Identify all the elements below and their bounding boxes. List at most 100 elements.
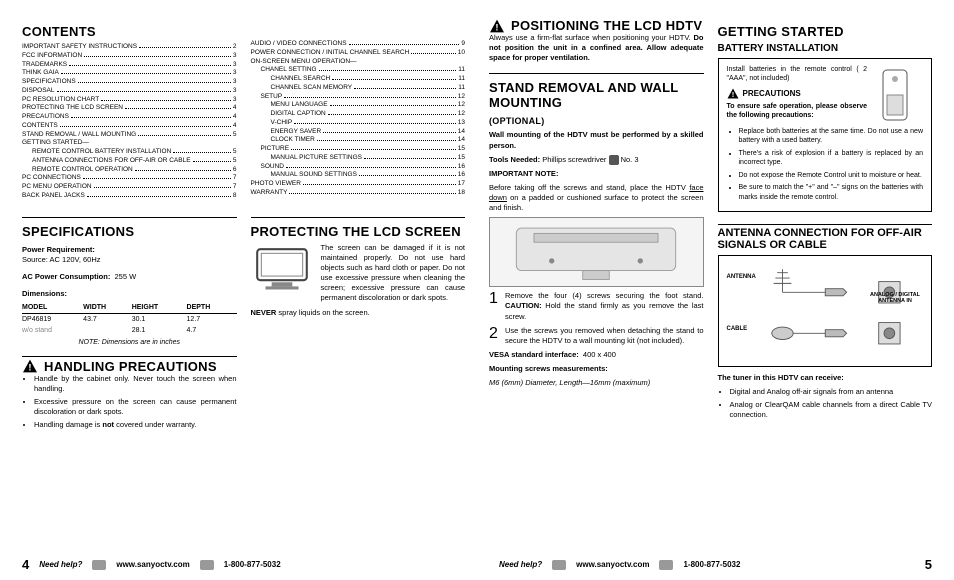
vesa-label: VESA standard interface:	[489, 350, 579, 359]
toc-line: Energy Saver14	[251, 128, 466, 137]
antenna-box: ANTENNA CABLE ANALOG / DIGITAL ANTENNA I…	[718, 255, 933, 367]
need-help-label: Need help?	[499, 560, 542, 569]
precautions-heading: PRECAUTIONS	[743, 89, 801, 98]
handling-heading: HANDLING PRECAUTIONS	[44, 359, 217, 374]
toc-line: V-Chip13	[251, 119, 466, 128]
page-4: CONTENTS IMPORTANT SAFETY INSTRUCTIONS2F…	[0, 0, 477, 580]
toc-line: POWER CONNECTION / INITIAL CHANNEL SEARC…	[251, 49, 466, 58]
toc-line: Antenna Connections for off-air or cable…	[22, 157, 237, 166]
toc-line: TRADEMARKS3	[22, 61, 237, 70]
page-number: 5	[925, 557, 932, 572]
tools-label: Tools Needed:	[489, 155, 540, 164]
tools-no: No. 3	[621, 155, 639, 164]
step: 2Use the screws you removed when detachi…	[489, 326, 704, 346]
list-item: Be sure to match the "+" and "–" signs o…	[739, 183, 924, 202]
mouse-icon	[92, 560, 106, 570]
stand-sub: Wall mounting of the HDTV must be perfor…	[489, 130, 704, 150]
toc-line: IMPORTANT SAFETY INSTRUCTIONS2	[22, 43, 237, 52]
list-item: Handle by the cabinet only. Never touch …	[34, 374, 237, 394]
toc-line: CONTENTS4	[22, 122, 237, 131]
toc-line: AUDIO / VIDEO CONNECTIONS9	[251, 40, 466, 49]
power-req-value: Source: AC 120V, 60Hz	[22, 255, 237, 264]
tv-illustration-icon	[251, 243, 313, 295]
toc-line: WARRANTY18	[251, 189, 466, 198]
dimensions-table: MODELWIDTHHEIGHTDEPTH DP4681943.730.112.…	[22, 302, 237, 336]
screwdriver-icon	[609, 155, 619, 165]
toc-col-1: CONTENTS IMPORTANT SAFETY INSTRUCTIONS2F…	[22, 18, 237, 201]
toc-line: PHOTO VIEWER17	[251, 180, 466, 189]
warning-icon: !	[489, 19, 505, 33]
tuner-lead: The tuner in this HDTV can receive:	[718, 373, 933, 383]
toc-line: Manual Picture Settings15	[251, 154, 466, 163]
toc-line: Channel Scan Memory11	[251, 84, 466, 93]
mouse-icon	[552, 560, 566, 570]
battery-heading: BATTERY INSTALLATION	[718, 43, 933, 54]
toc-line: STAND REMOVAL / WALL MOUNTING5	[22, 131, 237, 140]
protect-para: The screen can be damaged if it is not m…	[321, 243, 466, 304]
ac-power-label: AC Power Consumption:	[22, 272, 110, 281]
precautions-list: Replace both batteries at the same time.…	[727, 127, 924, 202]
cable-label: CABLE	[727, 326, 748, 332]
toc-line: PRECAUTIONS4	[22, 113, 237, 122]
stand-removal-heading: STAND REMOVAL AND WALL MOUNTING (OPTIONA…	[489, 80, 704, 126]
toc-line: DISPOSAL3	[22, 87, 237, 96]
important-note-label: IMPORTANT NOTE:	[489, 169, 558, 178]
footer-right: Need help? www.sanyoctv.com 1-800-877-50…	[477, 557, 954, 572]
specifications-heading: SPECIFICATIONS	[22, 224, 237, 239]
svg-text:!: !	[495, 22, 498, 33]
toc-line: GETTING STARTED—	[22, 139, 237, 148]
toc-line: PC CONNECTIONS7	[22, 174, 237, 183]
dimensions-note: NOTE: Dimensions are in inches	[22, 339, 237, 346]
contents-heading: CONTENTS	[22, 24, 237, 39]
list-item: Replace both batteries at the same time.…	[739, 127, 924, 146]
step: 1Remove the four (4) screws securing the…	[489, 291, 704, 321]
toc-line: Channel Search11	[251, 75, 466, 84]
list-item: There's a risk of explosion if a battery…	[739, 149, 924, 168]
page-5: ! POSITIONING THE LCD HDTV Always use a …	[477, 0, 954, 580]
mount-screws-value: M6 (6mm) Diameter, Length—16mm (maximum)	[489, 378, 704, 388]
dimensions-label: Dimensions:	[22, 289, 237, 298]
precautions-lead: To ensure safe operation, please observe…	[727, 102, 868, 121]
toc-line: PC RESOLUTION CHART3	[22, 96, 237, 105]
antenna-label: ANTENNA	[727, 274, 756, 280]
steps-list: 1Remove the four (4) screws securing the…	[489, 291, 704, 346]
antenna-heading: ANTENNA CONNECTION FOR OFF-AIR SIGNALS O…	[718, 227, 933, 251]
important-note: Before taking off the screws and stand, …	[489, 183, 704, 213]
protect-never: NEVER spray liquids on the screen.	[251, 308, 466, 318]
list-item: Excessive pressure on the screen can cau…	[34, 397, 237, 417]
toc-line: Remote Control operation6	[22, 166, 237, 175]
toc-line: Manual Sound Settings16	[251, 171, 466, 180]
jack-label: ANALOG / DIGITAL ANTENNA IN	[867, 292, 923, 304]
vesa-value: 400 x 400	[583, 350, 616, 359]
positioning-heading: POSITIONING THE LCD HDTV	[511, 18, 702, 33]
toc-line: THINK GAIA3	[22, 69, 237, 78]
toc-line: Picture15	[251, 145, 466, 154]
svg-text:!: !	[28, 363, 31, 374]
footer-phone: 1-800-877-5032	[683, 560, 740, 569]
list-item: Digital and Analog off-air signals from …	[730, 387, 933, 397]
handling-list: Handle by the cabinet only. Never touch …	[22, 374, 237, 431]
toc-line: BACK PANEL JACKS8	[22, 192, 237, 201]
battery-intro: Install batteries in the remote control …	[727, 65, 868, 84]
toc-col-2: AUDIO / VIDEO CONNECTIONS9POWER CONNECTI…	[251, 18, 466, 201]
toc-line: Menu Language12	[251, 101, 466, 110]
footer-left: 4 Need help? www.sanyoctv.com 1-800-877-…	[0, 557, 477, 572]
footer-web: www.sanyoctv.com	[116, 560, 189, 569]
tools-value: Phillips screwdriver	[542, 155, 606, 164]
toc-line: SPECIFICATIONS3	[22, 78, 237, 87]
need-help-label: Need help?	[39, 560, 82, 569]
battery-box: Install batteries in the remote control …	[718, 58, 933, 212]
footer-phone: 1-800-877-5032	[224, 560, 281, 569]
list-item: Analog or ClearQAM cable channels from a…	[730, 400, 933, 420]
power-req-label: Power Requirement:	[22, 245, 237, 254]
toc-line: Digital Caption12	[251, 110, 466, 119]
toc-line: Clock Timer14	[251, 136, 466, 145]
positioning-para: Always use a firm-flat surface when posi…	[489, 33, 704, 63]
phone-icon	[200, 560, 214, 570]
tv-back-illustration	[489, 217, 704, 287]
toc-line: Chanel Setting11	[251, 66, 466, 75]
protecting-heading: PROTECTING THE LCD SCREEN	[251, 224, 466, 239]
toc-line: PROTECTING THE LCD SCREEN4	[22, 104, 237, 113]
mount-screws-label: Mounting screws measurements:	[489, 364, 608, 373]
getting-started-heading: GETTING STARTED	[718, 24, 933, 39]
